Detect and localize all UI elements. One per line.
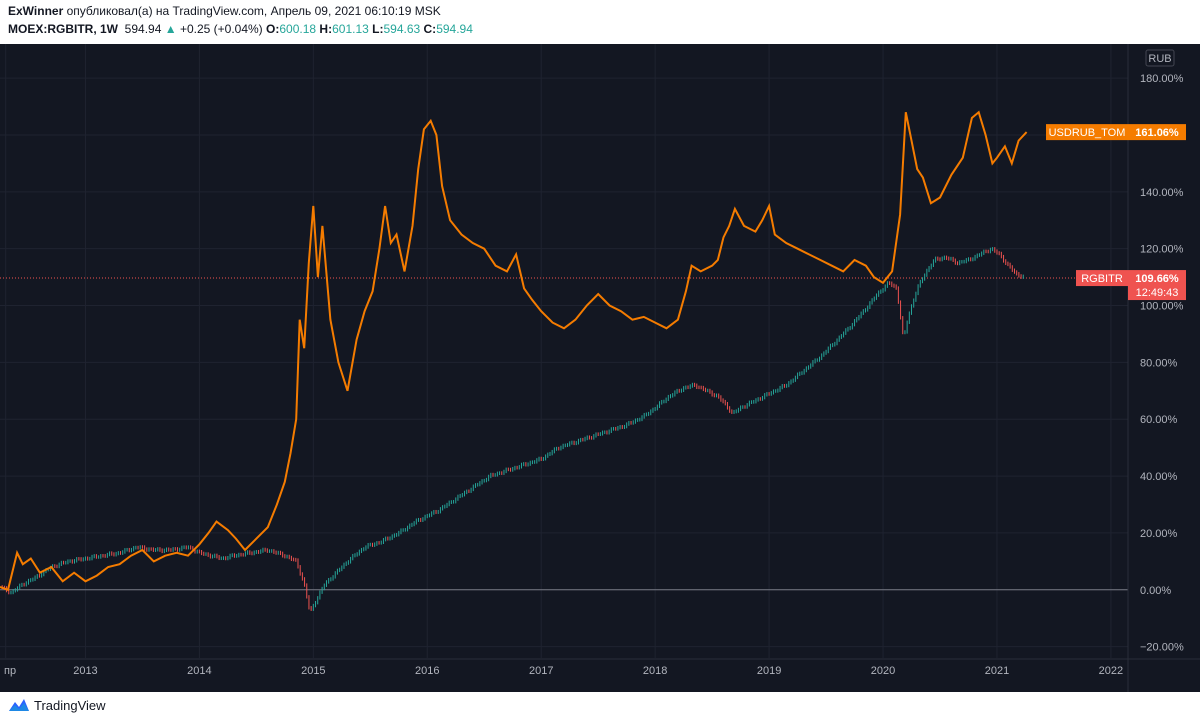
brand-name[interactable]: TradingView xyxy=(34,698,106,713)
currency-label: RUB xyxy=(1148,53,1171,65)
low-label: L: xyxy=(372,22,384,36)
y-tick-label: 20.00% xyxy=(1140,528,1178,540)
y-tick-label: 40.00% xyxy=(1140,471,1178,483)
y-tick-label: 100.00% xyxy=(1140,301,1184,313)
usdrub-name-tag xyxy=(1046,124,1128,141)
close-value: 594.94 xyxy=(436,22,473,36)
rgbitr-candles xyxy=(1,247,1024,611)
x-tick-label: 2017 xyxy=(529,665,553,677)
open-label: O: xyxy=(266,22,280,36)
rgbitr-name-tag xyxy=(1076,270,1128,287)
y-tick-label: 60.00% xyxy=(1140,414,1178,426)
ohlc-legend: MOEX:RGBITR, 1W 594.94 ▲ +0.25 (+0.04%) … xyxy=(8,22,473,36)
author-name[interactable]: ExWinner xyxy=(8,4,64,18)
usdrub-value-tag xyxy=(1128,124,1186,141)
rgbitr-value: 109.66% xyxy=(1135,273,1179,285)
price-change: +0.25 (+0.04%) xyxy=(179,22,263,36)
rgbitr-name: RGBITR xyxy=(1081,273,1123,285)
y-tick-label: 120.00% xyxy=(1140,244,1184,256)
x-tick-label: пр xyxy=(4,665,16,677)
currency-badge[interactable]: RUB xyxy=(1145,49,1175,67)
publish-info: ExWinner опубликовал(а) на TradingView.c… xyxy=(8,4,441,18)
x-tick-label: 2019 xyxy=(757,665,781,677)
close-label: C: xyxy=(423,22,437,36)
x-tick-label: 2018 xyxy=(643,665,667,677)
usdrub-last-label: USDRUB_TOM 161.06% xyxy=(1046,124,1186,141)
y-tick-label: 80.00% xyxy=(1140,357,1178,369)
y-tick-label: −20.00% xyxy=(1140,642,1184,654)
usdrub-line xyxy=(0,110,1028,592)
last-price: 594.94 xyxy=(124,22,162,36)
chart-header: ExWinner опубликовал(а) на TradingView.c… xyxy=(0,0,1200,44)
x-tick-label: 2016 xyxy=(415,665,439,677)
x-tick-label: 2014 xyxy=(187,665,211,677)
usdrub-value: 161.06% xyxy=(1135,127,1179,139)
symbol-label[interactable]: MOEX:RGBITR, 1W xyxy=(8,22,118,36)
high-value: 601.13 xyxy=(332,22,369,36)
x-tick-label: 2013 xyxy=(73,665,97,677)
open-value: 600.18 xyxy=(279,22,317,36)
change-arrow-icon: ▲ xyxy=(164,22,177,36)
footer: TradingView xyxy=(0,692,1200,720)
x-tick-label: 2022 xyxy=(1099,665,1123,677)
usdrub-name: USDRUB_TOM xyxy=(1049,127,1126,139)
rgbitr-countdown: 12:49:43 xyxy=(1136,287,1179,299)
time-axis[interactable]: пр 2013 2014 2015 2016 2017 2018 2019 2020 2021 20… xyxy=(4,665,1123,677)
price-axis[interactable]: 180.00%160.00%140.00%120.00%100.00%80.00… xyxy=(1140,73,1184,654)
y-tick-label: 0.00% xyxy=(1140,585,1171,597)
x-tick-label: 2015 xyxy=(301,665,325,677)
high-label: H: xyxy=(319,22,333,36)
tradingview-logo-icon[interactable] xyxy=(8,696,30,714)
y-tick-label: 140.00% xyxy=(1140,187,1184,199)
price-chart[interactable]: 180.00%160.00%140.00%120.00%100.00%80.00… xyxy=(0,44,1200,692)
rgbitr-last-label: RGBITR 109.66% 12:49:43 xyxy=(1076,270,1186,301)
published-text: опубликовал(а) на TradingView.com, Апрел… xyxy=(66,4,441,18)
y-tick-label: 180.00% xyxy=(1140,73,1184,85)
x-tick-label: 2020 xyxy=(871,665,895,677)
grid xyxy=(0,44,1128,658)
x-tick-label: 2021 xyxy=(985,665,1009,677)
rgbitr-value-tag xyxy=(1128,270,1186,301)
low-value: 594.63 xyxy=(383,22,421,36)
